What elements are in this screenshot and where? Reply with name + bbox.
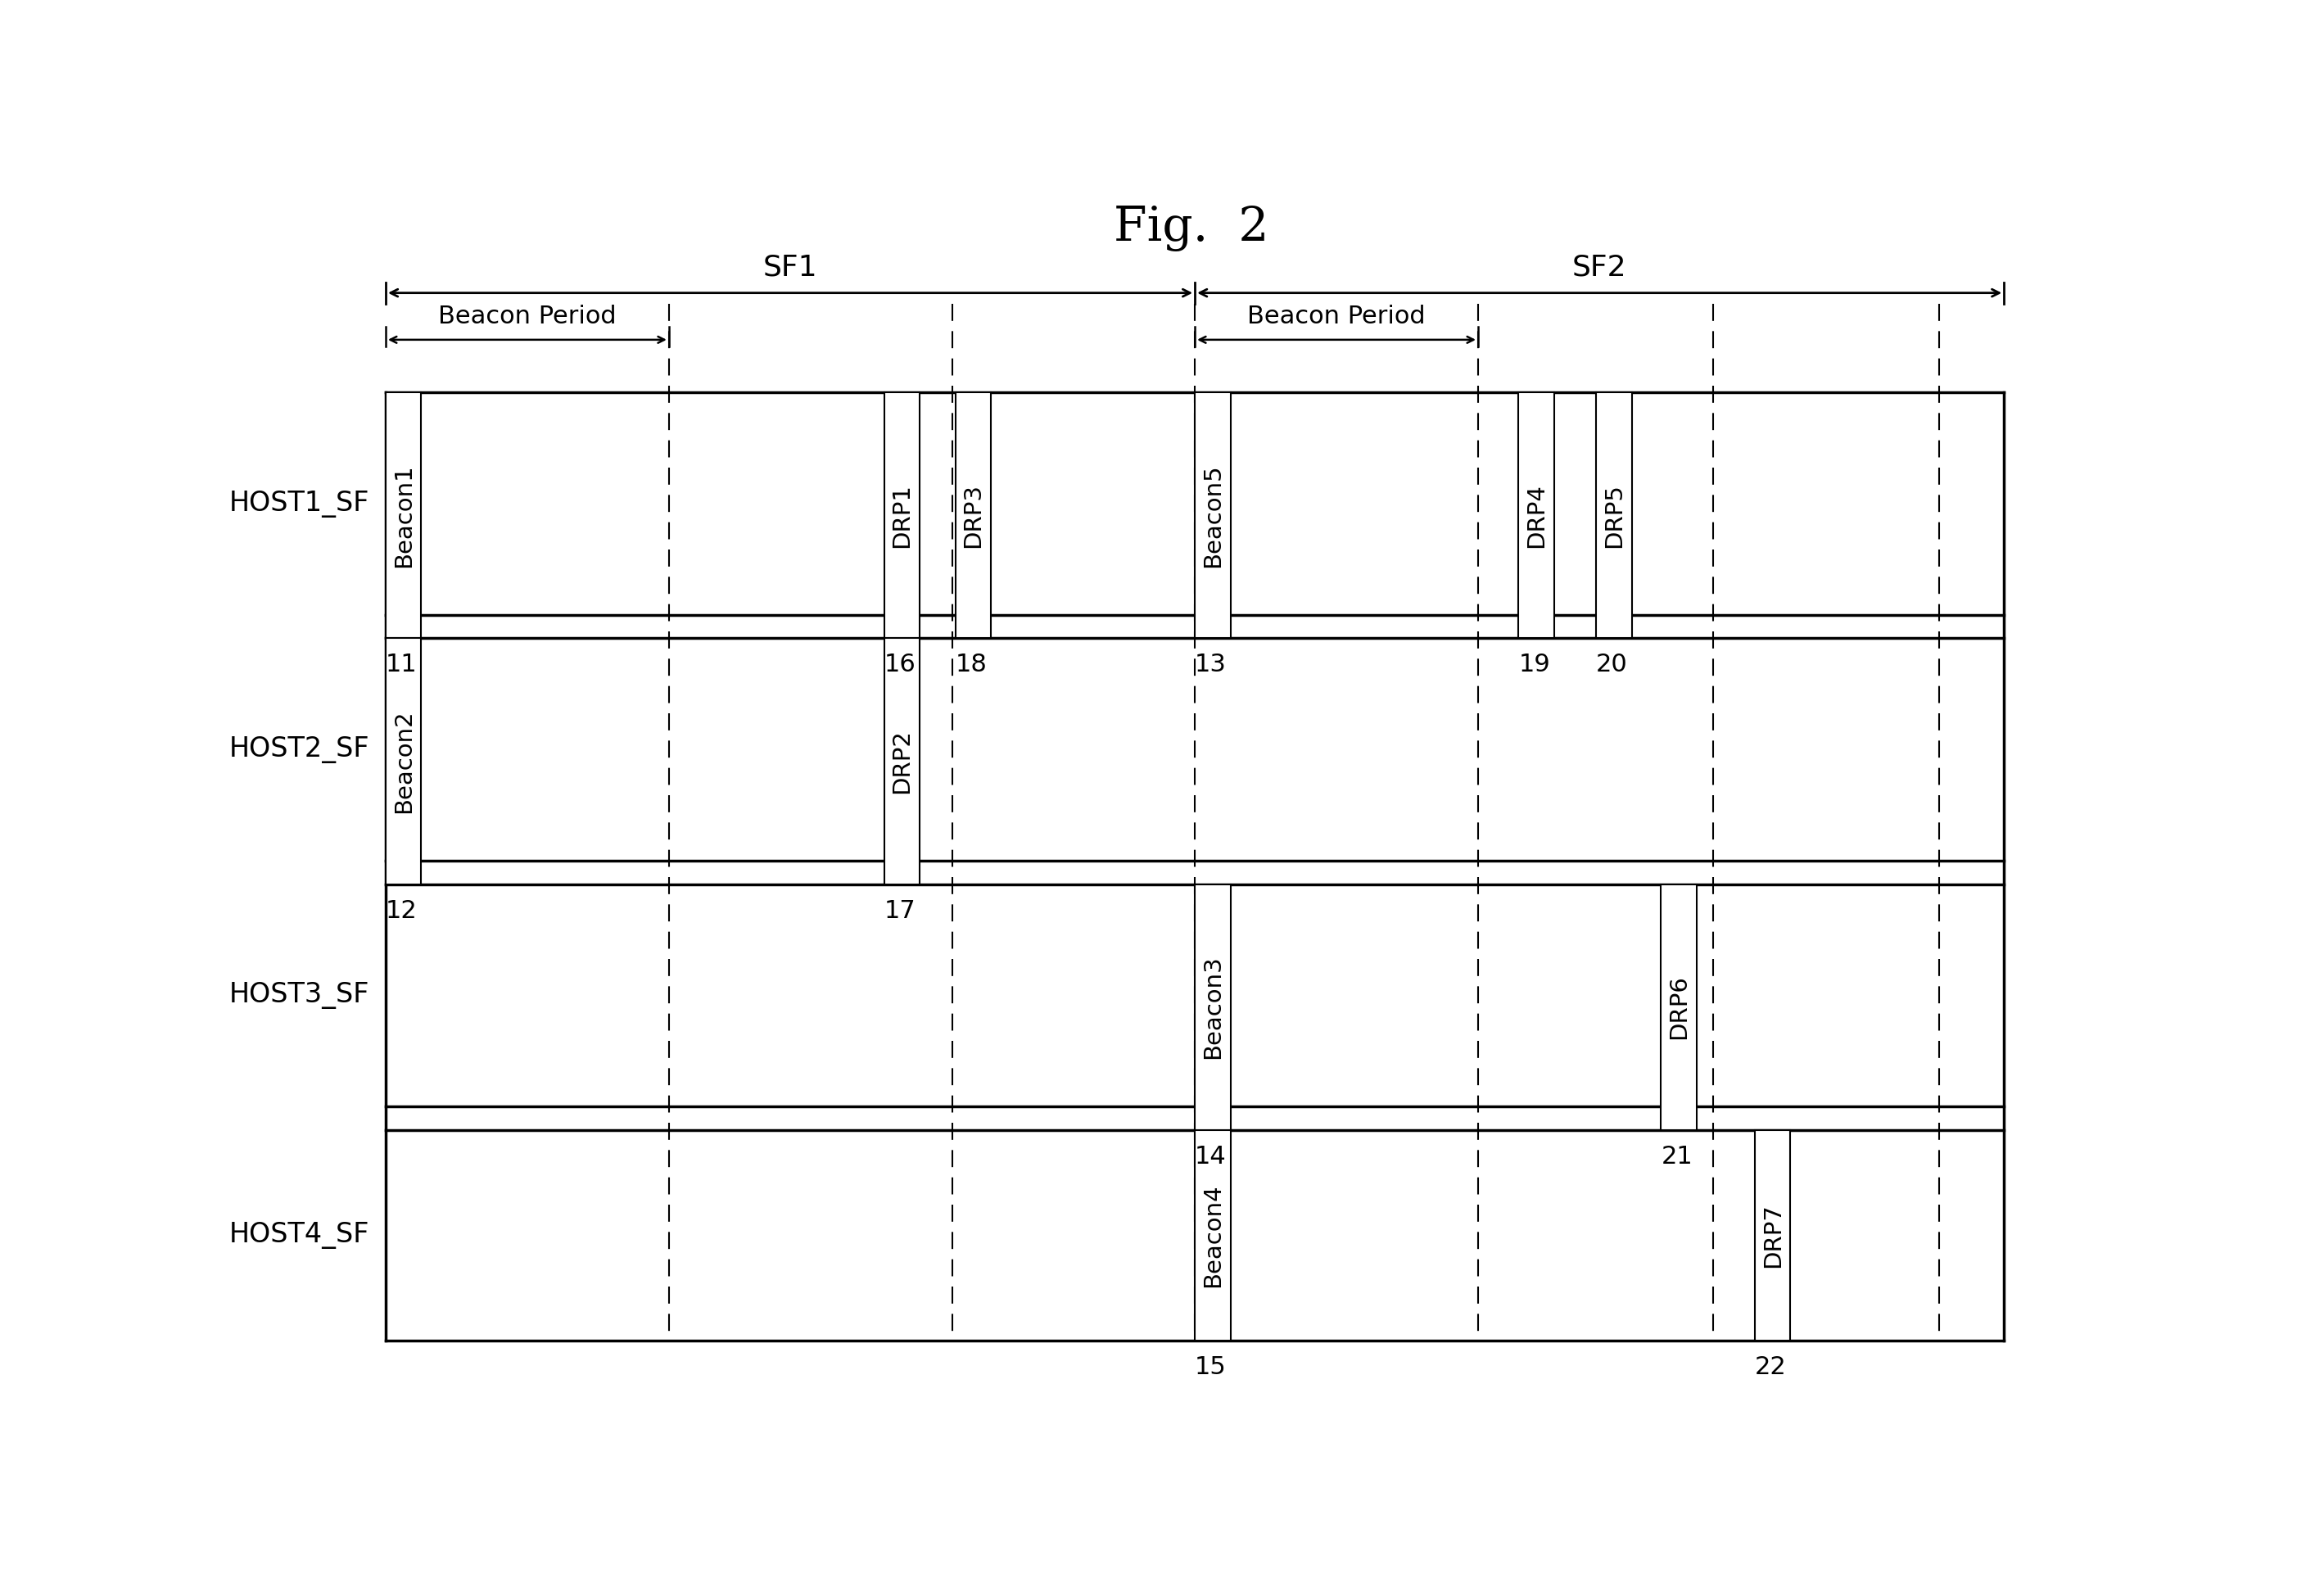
Text: DRP3: DRP3 [962, 482, 985, 548]
Text: Fig.  2: Fig. 2 [1113, 205, 1269, 252]
Bar [1662, 884, 1697, 1130]
Text: DRP7: DRP7 [1762, 1204, 1785, 1267]
Text: 11: 11 [386, 653, 418, 677]
Bar [955, 392, 990, 638]
Text: 13: 13 [1195, 653, 1227, 677]
Text: SF1: SF1 [762, 253, 818, 282]
Text: 15: 15 [1195, 1355, 1227, 1379]
Text: 19: 19 [1518, 653, 1550, 677]
Bar [1597, 392, 1631, 638]
Text: Beacon4: Beacon4 [1202, 1183, 1225, 1288]
Text: DRP5: DRP5 [1604, 482, 1624, 548]
Bar [386, 638, 421, 884]
Text: Beacon Period: Beacon Period [439, 304, 616, 328]
Bar [883, 638, 920, 884]
Text: 21: 21 [1662, 1145, 1692, 1169]
Text: HOST1_SF: HOST1_SF [230, 490, 370, 517]
Text: 17: 17 [883, 899, 916, 922]
Text: 18: 18 [955, 653, 988, 677]
Text: Beacon Period: Beacon Period [1248, 304, 1425, 328]
Text: HOST2_SF: HOST2_SF [230, 736, 370, 763]
Text: Beacon2: Beacon2 [393, 710, 416, 814]
Text: 22: 22 [1755, 1355, 1787, 1379]
Text: 12: 12 [386, 899, 418, 922]
Text: 14: 14 [1195, 1145, 1227, 1169]
Bar [883, 392, 920, 638]
Bar [386, 392, 421, 638]
Text: DRP6: DRP6 [1666, 974, 1690, 1040]
Text: HOST4_SF: HOST4_SF [230, 1223, 370, 1248]
Bar [1195, 884, 1229, 1130]
Bar [1195, 1130, 1229, 1340]
Text: 16: 16 [883, 653, 916, 677]
Text: Beacon5: Beacon5 [1202, 463, 1225, 567]
Text: DRP2: DRP2 [890, 729, 913, 793]
Text: DRP1: DRP1 [890, 482, 913, 548]
Text: Beacon3: Beacon3 [1202, 955, 1225, 1059]
Text: Beacon1: Beacon1 [393, 463, 416, 567]
Text: 20: 20 [1597, 653, 1627, 677]
Text: DRP4: DRP4 [1525, 482, 1548, 548]
Text: HOST3_SF: HOST3_SF [230, 982, 370, 1009]
Text: SF2: SF2 [1571, 253, 1627, 282]
Bar [1195, 392, 1229, 638]
Bar [1518, 392, 1555, 638]
Bar [1755, 1130, 1789, 1340]
